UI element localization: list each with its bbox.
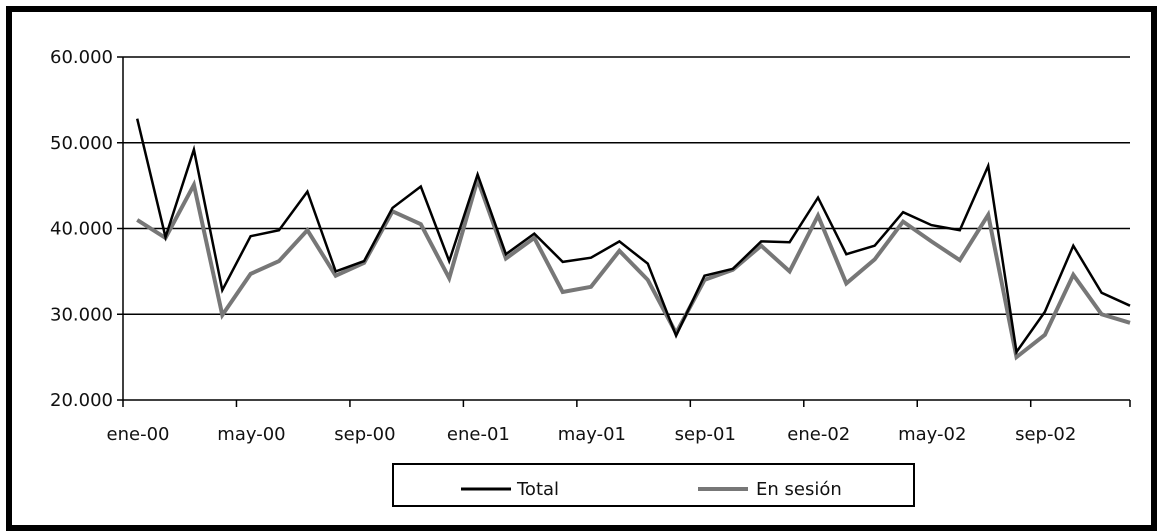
legend: Total En sesión bbox=[392, 463, 915, 507]
x-tick-label: ene-00 bbox=[107, 424, 170, 445]
legend-label-en-sesion: En sesión bbox=[756, 479, 842, 500]
x-tick-label: may-00 bbox=[217, 424, 285, 445]
series-line-en-sesion bbox=[136, 173, 1131, 361]
x-tick-label: may-01 bbox=[558, 424, 626, 445]
legend-box bbox=[392, 463, 915, 507]
x-tick-label: sep-00 bbox=[334, 424, 395, 445]
x-tick-label: ene-02 bbox=[787, 424, 850, 445]
y-tick-label: 50.000 bbox=[50, 133, 113, 154]
y-tick-label: 40.000 bbox=[50, 219, 113, 240]
y-tick-label: 30.000 bbox=[50, 304, 113, 325]
legend-label-total: Total bbox=[516, 479, 559, 500]
x-tick-label: ene-01 bbox=[447, 424, 510, 445]
x-tick-label: may-02 bbox=[898, 424, 966, 445]
axes: 20.000 30.000 40.000 50.000 60.000 ene-00 may-… bbox=[50, 47, 1131, 445]
x-tick-label: sep-01 bbox=[675, 424, 736, 445]
chart-frame bbox=[6, 6, 1157, 531]
series-line-total bbox=[135, 118, 1131, 356]
gridlines bbox=[123, 56, 1130, 315]
x-tick-label: sep-02 bbox=[1015, 424, 1076, 445]
y-tick-label: 20.000 bbox=[50, 390, 113, 411]
series-lines bbox=[135, 118, 1131, 361]
y-tick-label: 60.000 bbox=[50, 47, 113, 68]
